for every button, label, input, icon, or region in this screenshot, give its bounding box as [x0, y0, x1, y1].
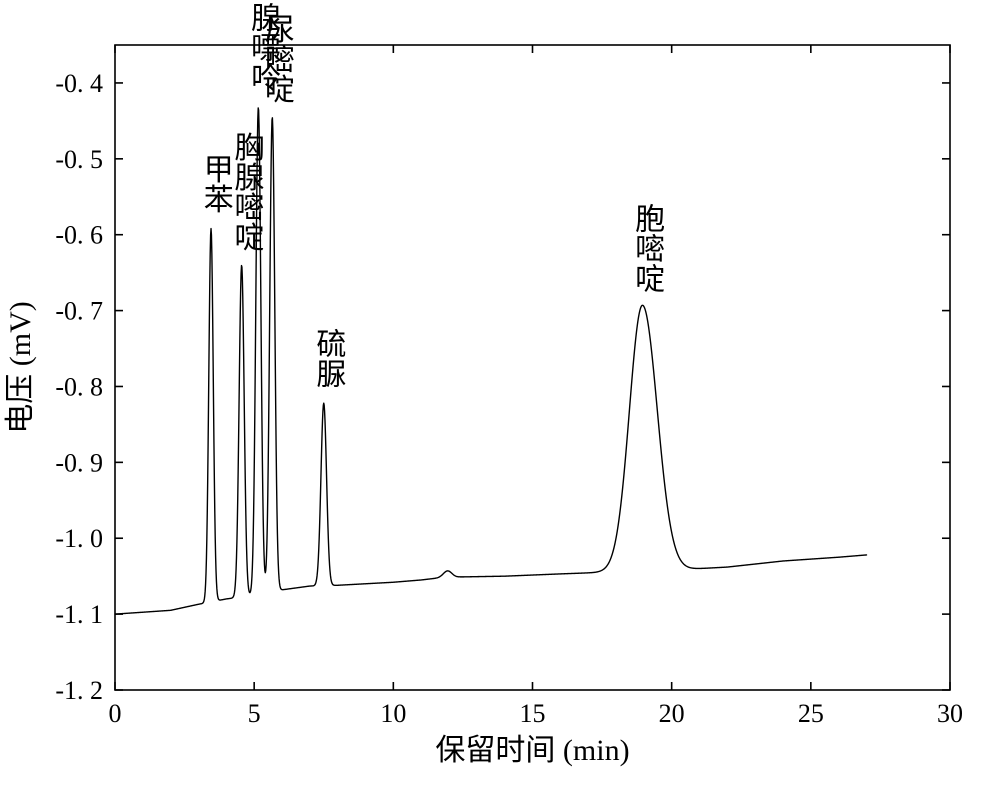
x-tick-label: 5: [248, 699, 261, 728]
y-tick-label: -1. 1: [55, 600, 103, 629]
chromatogram-chart: 0 5 10 15 20 25 30 -1. 2 -1. 1 -1. 0 -0. 9 -0. 8 -0.…: [0, 0, 1000, 790]
y-tick-label: -0. 9: [55, 448, 103, 477]
x-tick-label: 0: [109, 699, 122, 728]
y-tick-label: -0. 8: [55, 372, 103, 401]
peak-label-4: 硫脲: [311, 328, 346, 388]
peak-label-3: 尿嘧啶: [260, 14, 295, 104]
x-tick-label: 25: [798, 699, 824, 728]
y-tick-label: -0. 4: [55, 69, 103, 98]
chart-bg: [0, 0, 1000, 790]
y-tick-label: -0. 5: [55, 145, 103, 174]
x-tick-label: 30: [937, 699, 963, 728]
peak-label-broad: 胞嘧啶: [630, 203, 665, 293]
chart-svg: 0 5 10 15 20 25 30 -1. 2 -1. 1 -1. 0 -0. 9 -0. 8 -0.…: [0, 0, 1000, 790]
x-tick-label: 20: [659, 699, 685, 728]
y-tick-label: -1. 2: [55, 676, 103, 705]
y-tick-label: -0. 7: [55, 297, 103, 326]
x-tick-label: 15: [520, 699, 546, 728]
x-axis-label: 保留时间 (min): [435, 734, 629, 767]
peak-label-1: 胸腺嘧啶: [229, 131, 264, 251]
y-tick-label: -1. 0: [55, 524, 103, 553]
y-axis-label: 电压 (mV): [4, 301, 37, 433]
x-tick-label: 10: [380, 699, 406, 728]
y-tick-label: -0. 6: [55, 221, 103, 250]
